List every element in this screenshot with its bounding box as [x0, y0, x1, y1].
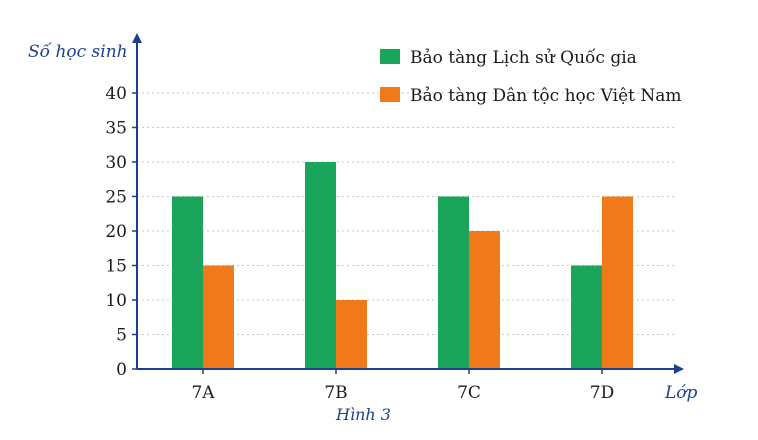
legend-swatch-dan-toc-hoc [380, 87, 400, 102]
legend-label-lich-su: Bảo tàng Lịch sử Quốc gia [410, 48, 637, 68]
y-tick-label: 40 [105, 84, 127, 104]
bar-7a-series-0 [172, 196, 203, 369]
bar-7c-series-0 [438, 196, 469, 369]
x-tick-label: 7A [191, 383, 215, 403]
x-tick-label: 7C [457, 383, 481, 403]
x-tick-label: 7B [324, 383, 347, 403]
y-tick-label: 10 [105, 291, 127, 311]
bar-7d-series-0 [571, 265, 602, 369]
y-tick-label: 35 [105, 119, 127, 139]
x-axis-label: Lớp [664, 383, 698, 403]
y-tick-label: 0 [116, 360, 127, 380]
axes [132, 33, 684, 374]
y-axis-arrow [132, 33, 142, 43]
y-tick-label: 15 [105, 257, 127, 277]
bars [172, 162, 633, 369]
y-tick-label: 30 [105, 153, 127, 173]
x-tick-label: 7D [590, 383, 614, 403]
x-tick-labels: 7A 7B 7C 7D [191, 369, 614, 403]
legend: Bảo tàng Lịch sử Quốc gia Bảo tàng Dân t… [380, 48, 682, 106]
bar-7b-series-0 [305, 162, 336, 369]
figure-caption: Hình 3 [335, 405, 391, 424]
y-tick-labels: 0 5 10 15 20 25 30 35 40 [105, 84, 137, 380]
x-axis-arrow [674, 364, 684, 374]
y-tick-label: 5 [116, 326, 127, 346]
legend-label-dan-toc-hoc: Bảo tàng Dân tộc học Việt Nam [410, 86, 682, 106]
legend-swatch-lich-su [380, 49, 400, 64]
bar-7d-series-1 [602, 196, 633, 369]
y-tick-label: 25 [105, 188, 127, 208]
y-tick-label: 20 [105, 222, 127, 242]
bar-7c-series-1 [469, 231, 500, 369]
y-axis-label: Số học sinh [28, 42, 128, 62]
bar-7a-series-1 [203, 265, 234, 369]
bar-7b-series-1 [336, 300, 367, 369]
